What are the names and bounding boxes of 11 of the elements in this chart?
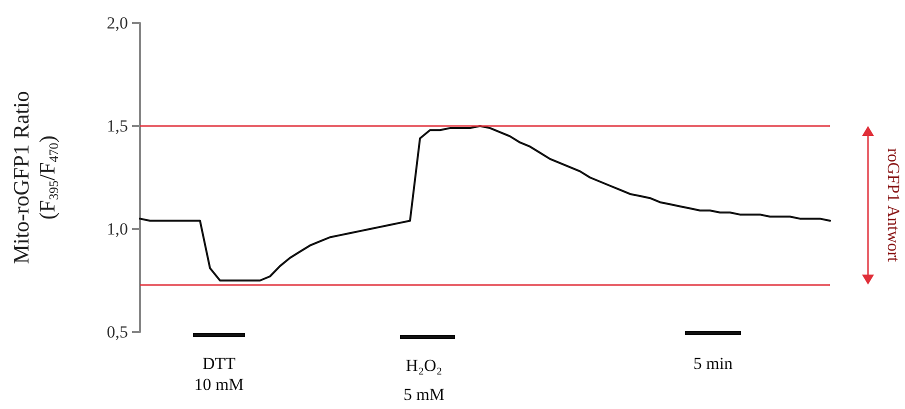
text: roGFP1 Antwort <box>883 148 903 262</box>
text: 5 min <box>693 354 733 374</box>
text: DTT <box>202 354 236 374</box>
text: 5 mM <box>403 385 445 405</box>
text: 10 mM <box>194 375 244 395</box>
y-tick-label: 1,5 <box>106 116 128 136</box>
y-tick-label: 0,5 <box>106 322 128 342</box>
y-tick-label: 1,0 <box>106 220 128 238</box>
y-tick-label: 2,0 <box>106 14 128 32</box>
text: H₂O₂ <box>406 356 442 376</box>
line-series <box>139 125 831 282</box>
